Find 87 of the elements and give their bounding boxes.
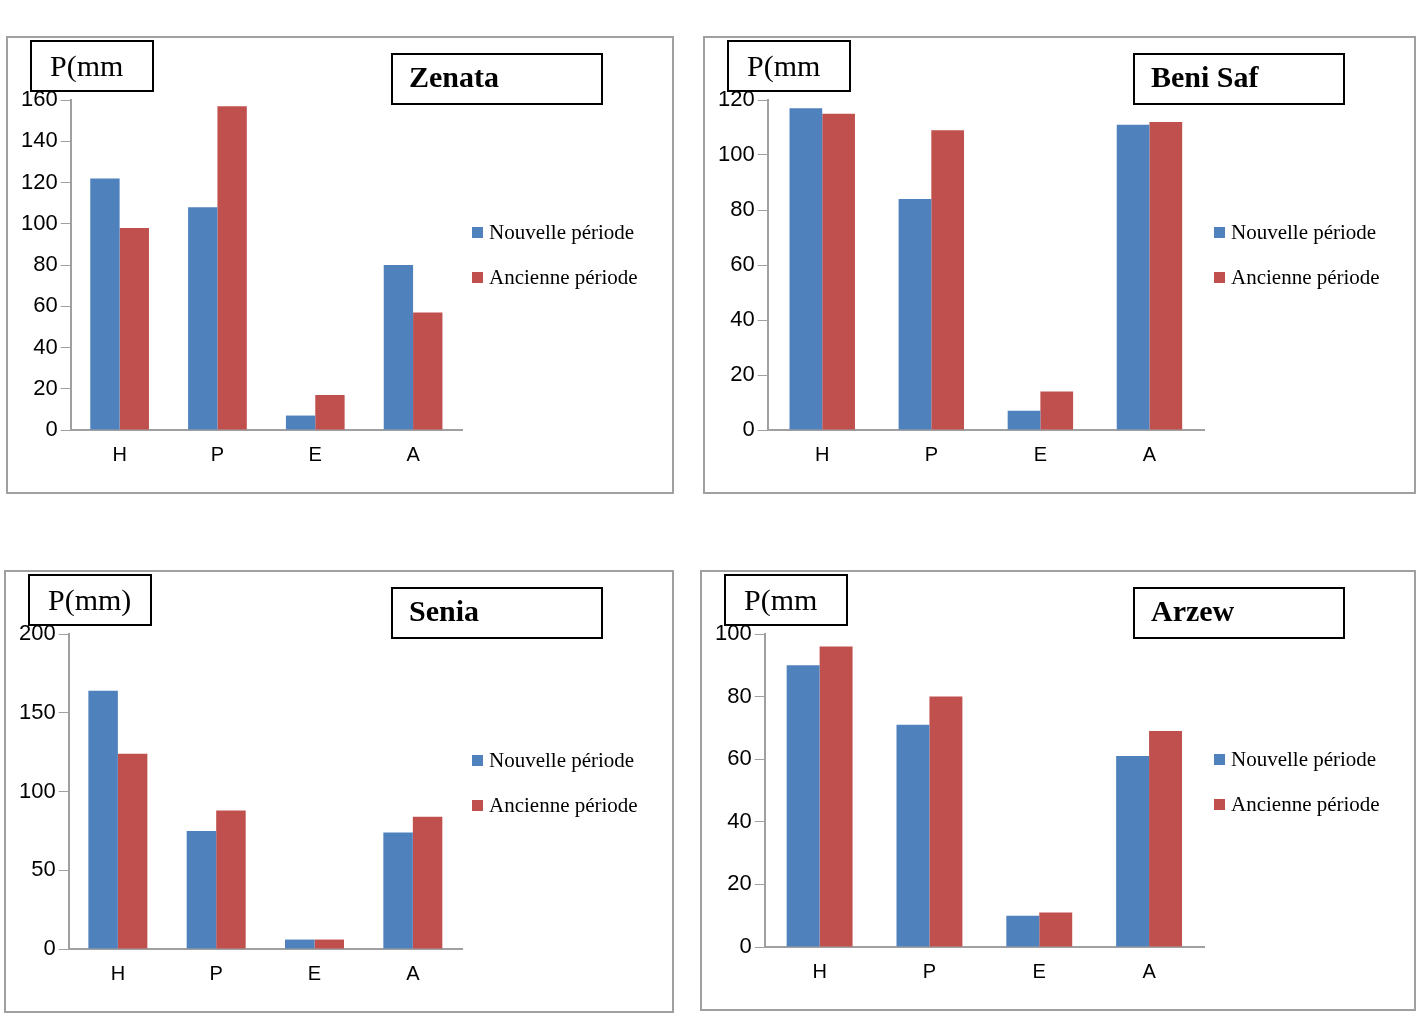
y-tick-label: 120 <box>20 168 58 194</box>
bar <box>929 696 963 947</box>
x-tick-label: A <box>1142 442 1157 465</box>
x-tick-label: P <box>209 961 223 984</box>
chart-title: Senia <box>409 593 480 627</box>
y-tick-label: 80 <box>33 251 58 277</box>
bar <box>786 665 820 947</box>
bar <box>285 939 315 949</box>
x-tick-label: E <box>1033 442 1048 465</box>
bar <box>88 690 118 949</box>
x-tick-label: A <box>406 961 421 984</box>
x-tick-label: P <box>924 442 938 465</box>
y-tick-label: 60 <box>727 745 752 771</box>
bar <box>1040 391 1074 430</box>
bar <box>789 108 823 430</box>
bar <box>188 207 218 430</box>
y-tick-label: 60 <box>730 251 755 277</box>
legend-label: Nouvelle période <box>1231 219 1377 245</box>
bar <box>217 106 247 430</box>
y-tick-label: 50 <box>31 856 56 882</box>
x-tick-label: P <box>922 959 937 982</box>
y-tick-label: 0 <box>742 416 755 442</box>
x-tick-label: A <box>1142 959 1157 982</box>
legend-label: Nouvelle période <box>489 747 635 773</box>
bar <box>1006 915 1040 947</box>
legend-label: Ancienne période <box>489 792 638 818</box>
legend-label: Nouvelle période <box>489 219 635 245</box>
legend-label: Ancienne période <box>489 264 638 290</box>
y-axis-title: P(mm <box>744 583 818 616</box>
x-tick-label: A <box>406 442 421 465</box>
x-tick-label: H <box>112 442 127 465</box>
bar <box>1007 410 1041 430</box>
bar <box>931 130 965 430</box>
y-tick-label: 80 <box>727 682 752 708</box>
bar <box>383 265 414 430</box>
x-tick-label: H <box>812 959 827 982</box>
y-tick-label: 40 <box>33 333 58 359</box>
bar <box>412 816 443 949</box>
bar <box>1149 122 1183 430</box>
bar <box>896 724 930 947</box>
legend-label: Ancienne période <box>1231 264 1380 290</box>
y-tick-label: 100 <box>20 209 58 235</box>
bar <box>314 939 345 949</box>
y-axis-title: P(mm <box>747 49 821 82</box>
chart-title: Beni Saf <box>1151 59 1260 93</box>
bar <box>119 227 149 430</box>
bar <box>186 830 217 949</box>
y-tick-label: 60 <box>33 292 58 318</box>
y-tick-label: 20 <box>33 374 58 400</box>
x-tick-label: E <box>1032 959 1046 982</box>
bar <box>1149 731 1183 947</box>
y-tick-label: 40 <box>730 306 755 332</box>
bar <box>117 753 148 949</box>
y-tick-label: 0 <box>739 933 752 959</box>
bar <box>315 394 345 430</box>
x-tick-label: E <box>308 442 322 465</box>
bar <box>819 646 853 947</box>
y-tick-label: 150 <box>18 698 56 724</box>
y-axis-title: P(mm <box>50 49 124 82</box>
bar <box>1039 912 1073 947</box>
bar <box>216 810 246 949</box>
y-tick-label: 0 <box>45 416 58 442</box>
bar <box>822 113 855 430</box>
legend-label: Ancienne période <box>1231 791 1380 817</box>
bar <box>1116 756 1150 947</box>
y-tick-label: 140 <box>20 127 58 153</box>
y-tick-label: 20 <box>727 870 752 896</box>
x-tick-label: H <box>110 961 126 984</box>
chart-title: Zenata <box>409 59 499 93</box>
legend-label: Nouvelle période <box>1231 746 1377 772</box>
y-tick-label: 100 <box>18 777 56 803</box>
bar <box>1116 124 1150 430</box>
bar <box>898 199 932 430</box>
x-tick-label: P <box>210 442 225 465</box>
y-tick-label: 20 <box>730 361 755 387</box>
y-tick-label: 80 <box>730 196 755 222</box>
x-tick-label: E <box>307 961 322 984</box>
x-tick-label: H <box>815 442 830 465</box>
bar <box>413 312 443 430</box>
y-tick-label: 0 <box>43 935 56 961</box>
bar <box>90 178 120 430</box>
y-axis-title: P(mm) <box>48 583 132 616</box>
y-tick-label: 100 <box>717 141 755 167</box>
chart-title: Arzew <box>1151 593 1235 627</box>
bar <box>285 415 316 430</box>
bar <box>383 832 413 949</box>
y-tick-label: 40 <box>727 807 752 833</box>
